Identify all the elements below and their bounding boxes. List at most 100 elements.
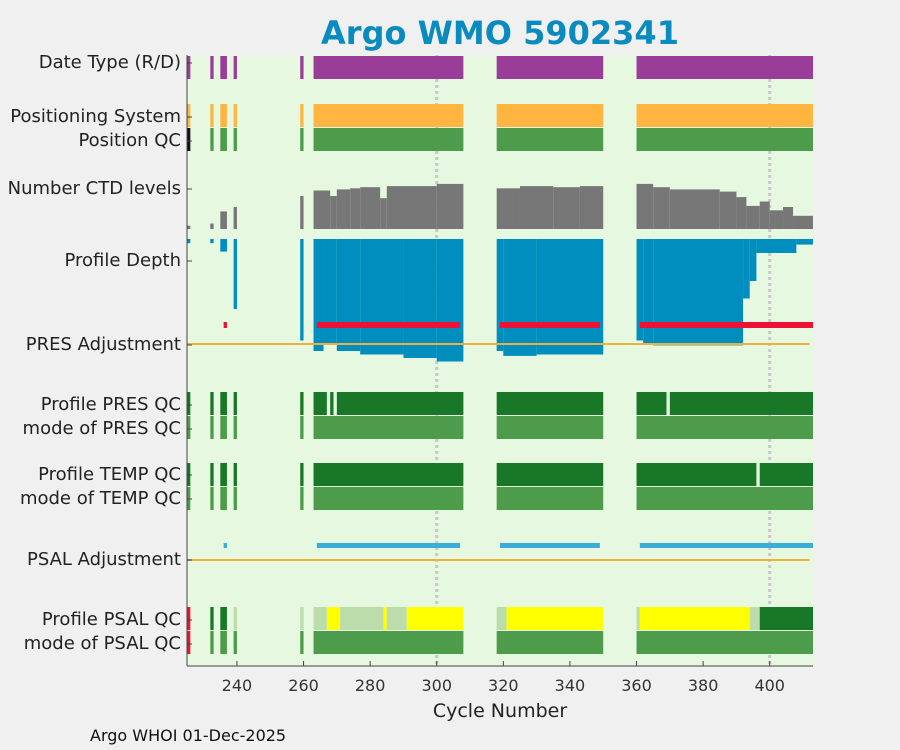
mode-of-psal-qc-bar-7 (636, 631, 813, 654)
chart-title: Argo WMO 5902341 (321, 14, 679, 52)
mode-of-pres-qc-bar-0 (187, 416, 191, 439)
mode-of-psal-qc-bar-4 (300, 631, 304, 654)
pres-adjustment-segment-3 (639, 322, 813, 328)
row-label-mode-of-temp-qc: mode of TEMP QC (20, 488, 181, 509)
mode-of-pres-qc-bar-6 (496, 416, 604, 439)
profile-depth-bar-5 (313, 239, 324, 351)
positioning-system-bar-6 (496, 104, 604, 127)
profile-pres-qc-bar-4 (300, 392, 304, 415)
position-qc-bar-6 (496, 128, 604, 151)
x-tick-label-260: 260 (288, 676, 319, 695)
profile-pres-qc-bar-5 (313, 392, 327, 415)
profile-psal-qc-bar-6 (326, 607, 341, 630)
profile-psal-qc-bar-4 (300, 607, 304, 630)
ctd-level-bar-0 (187, 225, 191, 229)
psal-adjustment-segment-2 (500, 543, 600, 548)
profile-temp-qc-bar-2 (220, 463, 227, 486)
row-label-position-qc: Position QC (78, 130, 181, 151)
profile-temp-qc-bar-1 (210, 463, 214, 486)
mode-of-pres-qc-bar-2 (220, 416, 227, 439)
row-label-profile-temp-qc: Profile TEMP QC (38, 464, 181, 485)
ctd-level-bar-25 (783, 207, 794, 229)
mode-of-psal-qc-bar-1 (210, 631, 214, 654)
profile-depth-bar-2 (220, 239, 227, 252)
ctd-level-bar-12 (436, 183, 464, 229)
position-qc-bar-0 (187, 128, 191, 151)
x-axis: 240 260 280 300 320 340 360 380 400 (186, 55, 813, 695)
row-label-profile-pres-qc: Profile PRES QC (41, 394, 181, 415)
date-type-r-d-bar-3 (233, 56, 237, 79)
row-label-profile-depth: Profile Depth (64, 250, 181, 271)
profile-temp-qc-bar-8 (759, 463, 813, 486)
ctd-level-bar-4 (300, 196, 304, 229)
profile-psal-qc-bar-0 (187, 607, 191, 630)
profile-psal-qc-bar-3 (233, 607, 237, 630)
profile-depth-bar-15 (643, 239, 654, 344)
mode-of-psal-qc-bar-0 (187, 631, 191, 654)
pres-adjustment-segment-0 (223, 322, 227, 328)
ctd-level-bar-9 (360, 187, 381, 229)
row-label-positioning-system: Positioning System (10, 106, 181, 127)
ctd-level-bar-20 (719, 191, 737, 229)
ctd-level-bar-16 (579, 186, 604, 229)
profile-depth-bar-7 (336, 239, 361, 351)
profile-pres-qc-bar-6 (330, 392, 334, 415)
ctd-level-bar-8 (350, 188, 361, 229)
position-qc-bar-7 (636, 128, 813, 151)
date-type-r-d-bar-4 (300, 56, 304, 79)
profile-depth-bar-17 (743, 239, 750, 299)
profile-pres-qc-bar-0 (187, 392, 191, 415)
position-qc-bar-4 (300, 128, 304, 151)
profile-depth-bar-13 (536, 239, 604, 355)
date-type-r-d-bar-7 (636, 56, 813, 79)
mode-of-pres-qc-bar-3 (233, 416, 237, 439)
profile-depth-bar-4 (300, 239, 304, 341)
profile-depth-bar-18 (749, 239, 757, 281)
ctd-level-bar-2 (220, 211, 227, 229)
positioning-system-bar-7 (636, 104, 813, 127)
ctd-level-bar-6 (330, 196, 337, 229)
profile-pres-qc-bar-10 (669, 392, 813, 415)
profile-temp-qc-bar-7 (636, 463, 757, 486)
mode-of-temp-qc-bar-5 (313, 487, 464, 510)
date-type-r-d-bar-1 (210, 56, 214, 79)
x-tick-label-320: 320 (488, 676, 519, 695)
profile-psal-qc-bar-7 (340, 607, 384, 630)
profile-depth-bar-20 (796, 239, 813, 245)
position-qc-bar-2 (220, 128, 227, 151)
ctd-level-bar-21 (736, 197, 747, 229)
profile-psal-qc-bar-8 (383, 607, 387, 630)
ctd-level-bar-15 (553, 187, 580, 229)
x-tick-label-400: 400 (754, 676, 785, 695)
x-axis-label: Cycle Number (433, 700, 567, 722)
profile-pres-qc-bar-8 (496, 392, 604, 415)
profile-depth-bar-11 (496, 239, 504, 351)
profile-depth-bar-8 (360, 239, 404, 355)
position-qc-bar-3 (233, 128, 237, 151)
profile-depth-bar-0 (187, 239, 191, 244)
profile-psal-qc-bar-16 (759, 607, 813, 630)
mode-of-pres-qc-bar-1 (210, 416, 214, 439)
ctd-level-bar-11 (386, 186, 437, 229)
ctd-level-bar-23 (759, 201, 770, 229)
mode-of-temp-qc-bar-4 (300, 487, 304, 510)
mode-of-pres-qc-bar-5 (313, 416, 464, 439)
profile-depth-bar-16 (653, 239, 744, 346)
profile-psal-qc-bar-15 (749, 607, 760, 630)
x-tick-label-380: 380 (688, 676, 719, 695)
positioning-system-bar-5 (313, 104, 464, 127)
profile-depth-bar-1 (210, 239, 214, 244)
profile-depth-bar-6 (323, 239, 337, 344)
profile-psal-qc-bar-9 (386, 607, 407, 630)
ctd-level-bar-24 (769, 210, 784, 229)
positioning-system-bar-0 (187, 104, 191, 127)
position-qc-bar-1 (210, 128, 214, 151)
mode-of-temp-qc-bar-7 (636, 487, 813, 510)
profile-temp-qc-bar-6 (496, 463, 604, 486)
profile-temp-qc-bar-3 (233, 463, 237, 486)
ctd-level-bar-3 (233, 207, 237, 229)
ctd-level-bar-17 (636, 183, 654, 229)
profile-psal-qc-bar-13 (636, 607, 640, 630)
x-tick-label-360: 360 (621, 676, 652, 695)
ctd-level-bar-19 (669, 189, 720, 229)
